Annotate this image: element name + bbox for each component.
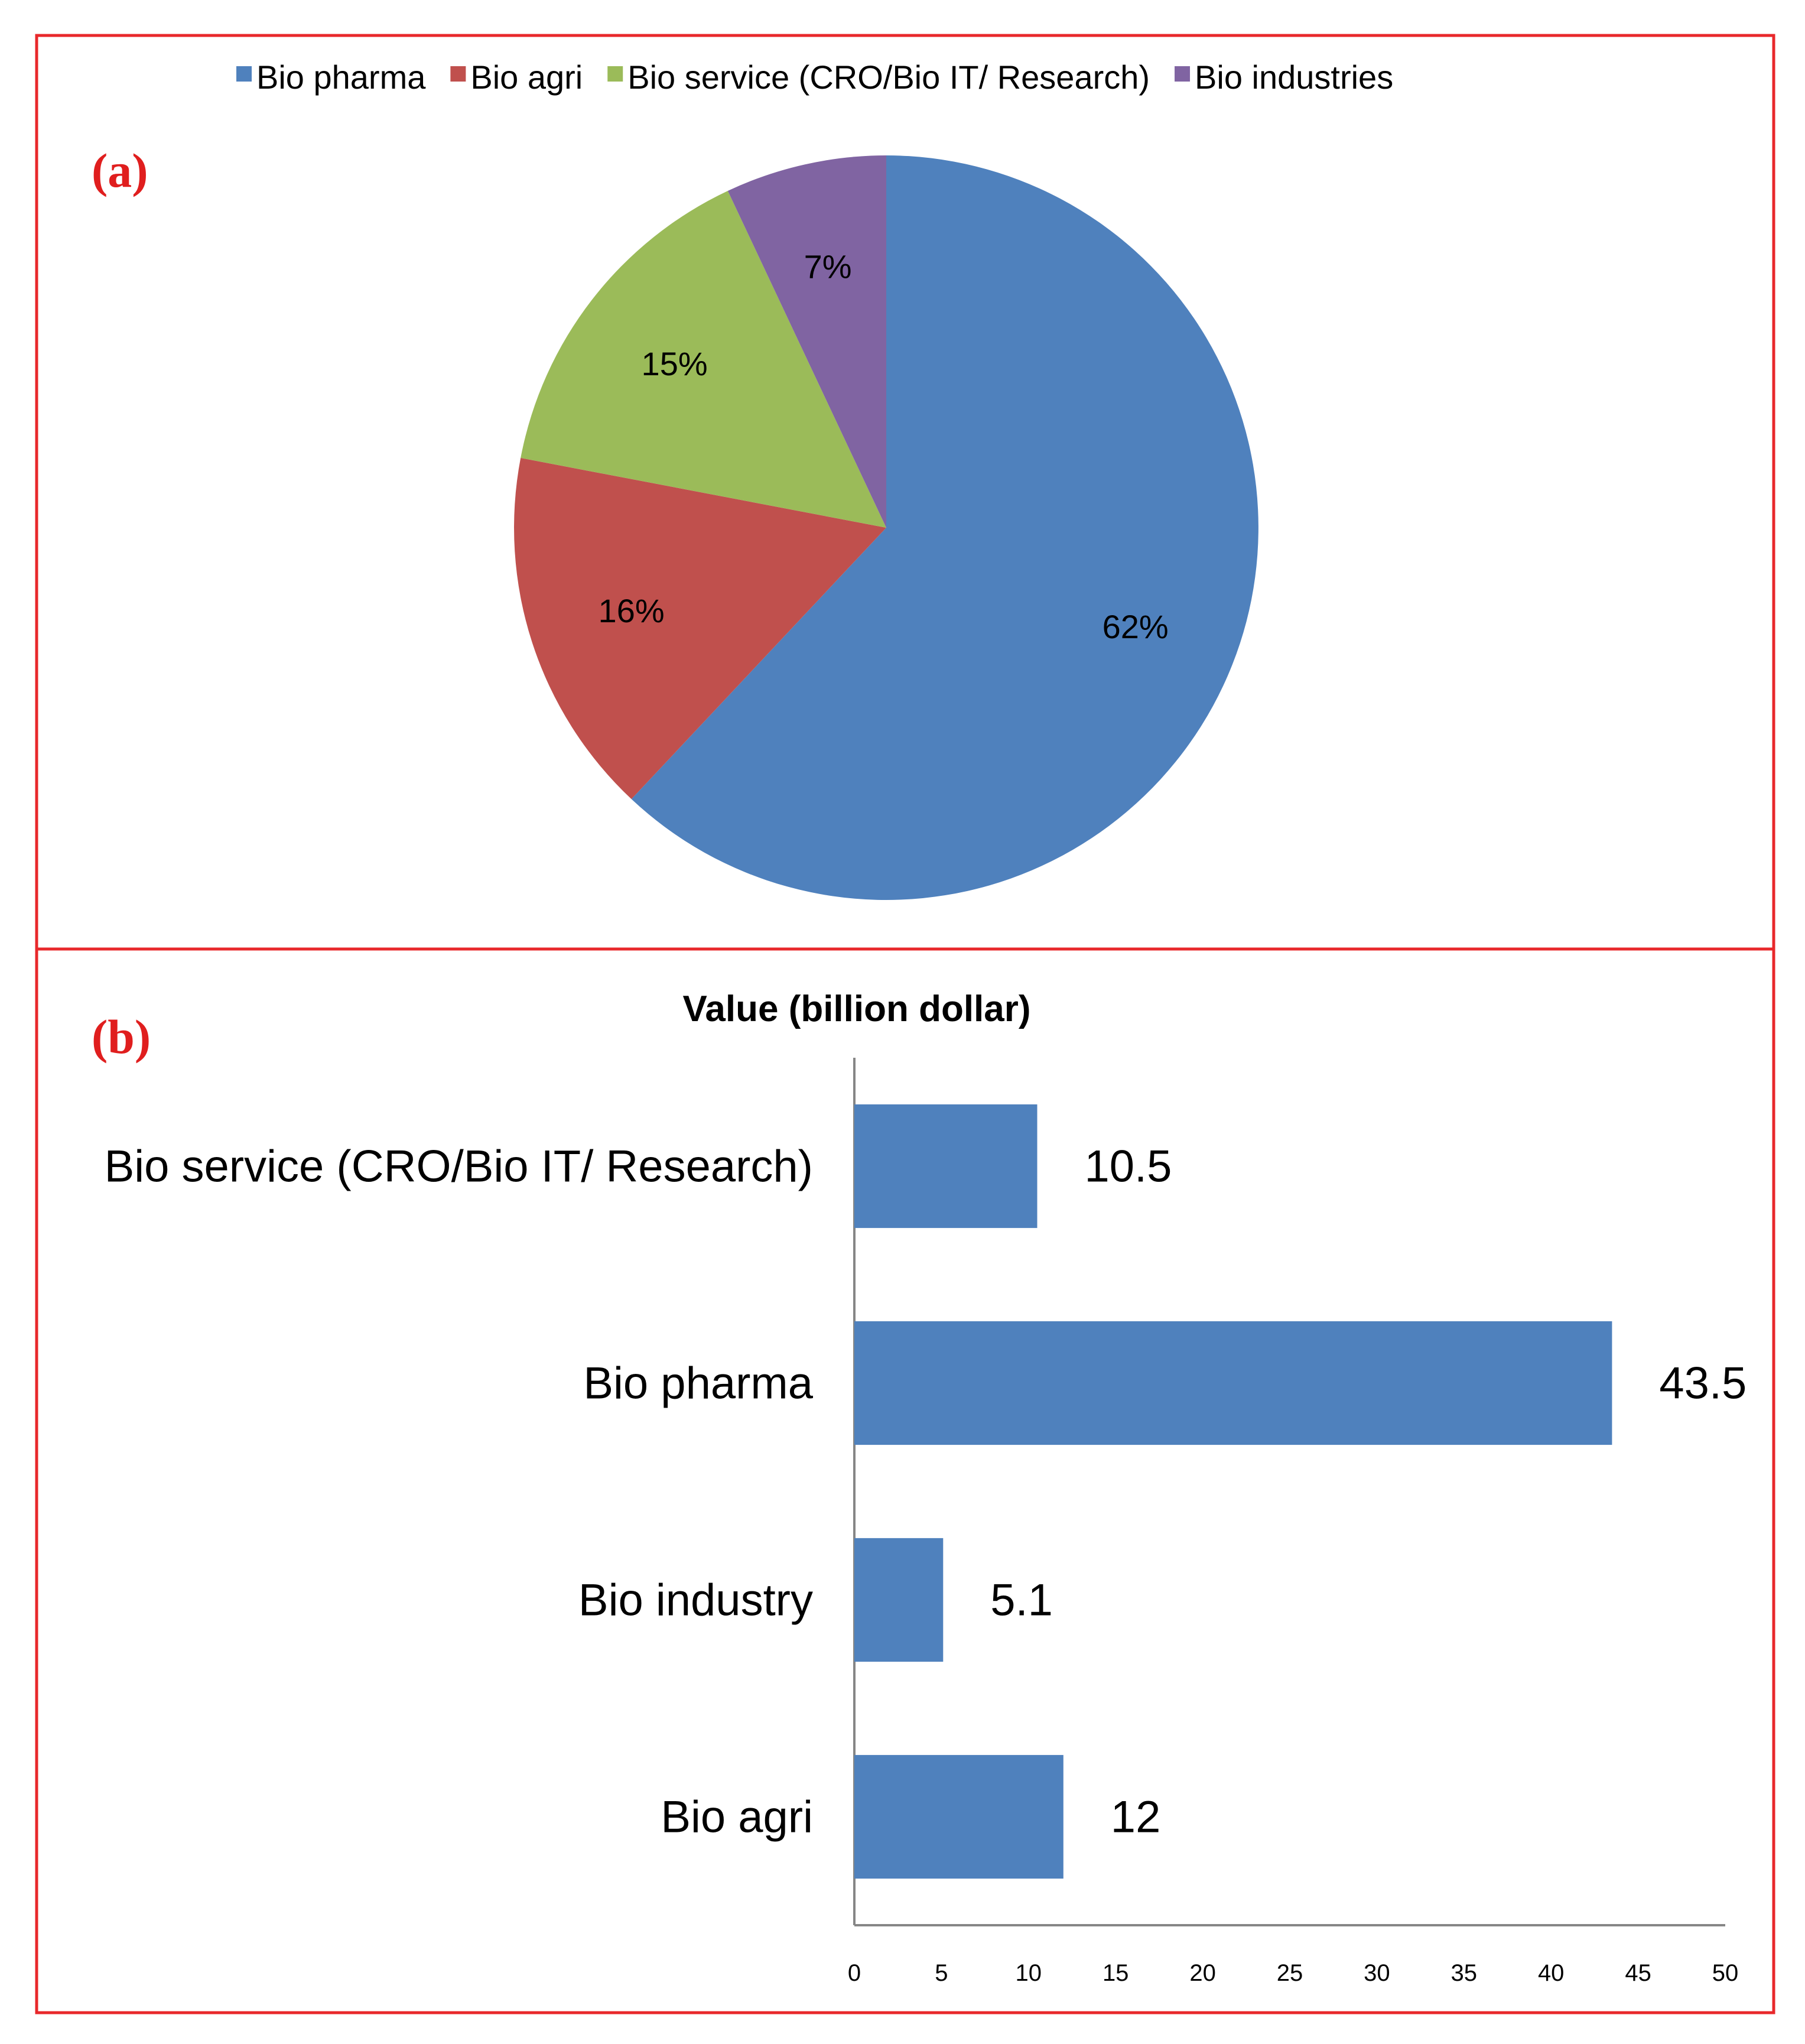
value-label-bio-service-cro-bio-it-research: 10.5 — [1085, 1142, 1172, 1192]
legend-label-bio-agri: Bio agri — [470, 59, 583, 96]
x-tick-label: 5 — [935, 1960, 948, 1986]
value-label-bio-industry: 5.1 — [990, 1575, 1053, 1626]
legend-swatch-bio-service-cro-bio-it-research — [607, 66, 623, 82]
pie-legend: Bio pharma Bio agri Bio service (CRO/Bio I… — [236, 59, 1393, 96]
x-tick-label: 30 — [1364, 1960, 1390, 1986]
x-tick-label: 40 — [1538, 1960, 1565, 1986]
pie-label-bio-industries: 7% — [804, 248, 852, 285]
panel-a-label: (a) — [92, 144, 148, 197]
pie-chart — [514, 155, 1258, 900]
pie-label-bio-service-cro-bio-it-research: 15% — [642, 345, 708, 382]
value-label-bio-pharma: 43.5 — [1659, 1359, 1747, 1409]
x-tick-label: 0 — [848, 1960, 861, 1986]
legend-label-bio-service-cro-bio-it-research: Bio service (CRO/Bio IT/ Research) — [627, 59, 1150, 96]
pie-label-bio-pharma: 62% — [1102, 608, 1169, 645]
legend-swatch-bio-pharma — [236, 66, 252, 82]
category-label-bio-industry: Bio industry — [578, 1575, 813, 1626]
panel-b-label: (b) — [92, 1010, 151, 1064]
x-tick-label: 15 — [1102, 1960, 1129, 1986]
x-tick-label: 20 — [1189, 1960, 1216, 1986]
x-tick-label: 45 — [1625, 1960, 1651, 1986]
legend-swatch-bio-industries — [1175, 66, 1190, 82]
pie-label-bio-agri: 16% — [599, 592, 665, 629]
bar-chart: Bio service (CRO/Bio IT/ Research) 10.5 Bi… — [105, 1058, 1747, 1986]
bar-bio-agri — [854, 1755, 1064, 1879]
legend-swatch-bio-agri — [450, 66, 466, 82]
x-tick-label: 50 — [1712, 1960, 1739, 1986]
x-tick-label: 35 — [1451, 1960, 1478, 1986]
value-label-bio-agri: 12 — [1111, 1792, 1161, 1842]
bar-bio-service-cro-bio-it-research — [854, 1104, 1038, 1228]
legend-label-bio-industries: Bio industries — [1195, 59, 1393, 96]
x-tick-label: 25 — [1277, 1960, 1303, 1986]
category-label-bio-pharma: Bio pharma — [583, 1359, 813, 1409]
category-label-bio-agri: Bio agri — [661, 1792, 813, 1842]
bar-bio-industry — [854, 1538, 943, 1662]
x-tick-label: 10 — [1016, 1960, 1042, 1986]
bar-bio-pharma — [854, 1321, 1612, 1445]
bar-chart-title: Value (billion dollar) — [682, 989, 1030, 1029]
legend-label-bio-pharma: Bio pharma — [256, 59, 426, 96]
category-label-bio-service-cro-bio-it-research: Bio service (CRO/Bio IT/ Research) — [105, 1142, 813, 1192]
